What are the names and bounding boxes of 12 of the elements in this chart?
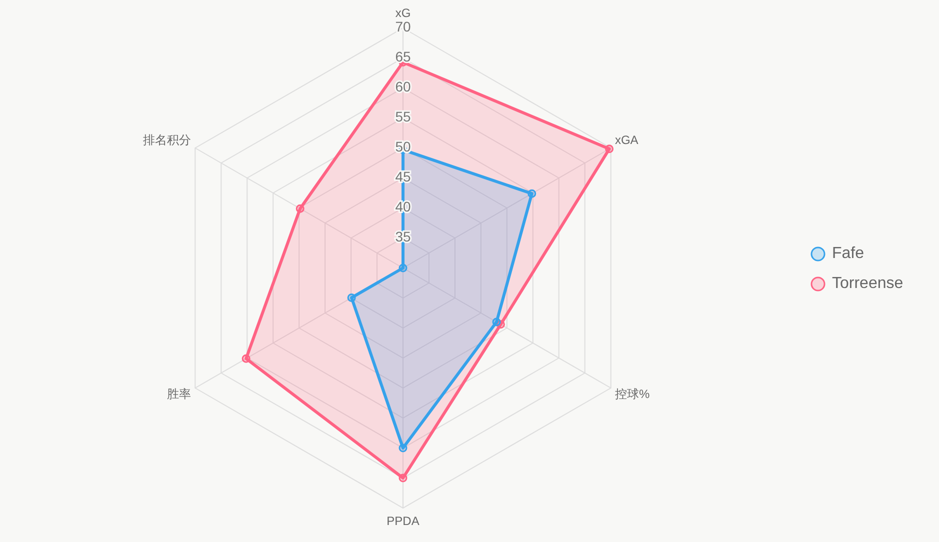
y-tick-label: 60: [395, 78, 411, 95]
spoke-label: xGA: [614, 133, 638, 148]
y-tick-label: 70: [395, 18, 411, 35]
spoke-label: 控球%: [614, 387, 650, 402]
spoke-label: PPDA: [386, 514, 420, 528]
spoke-label: xG: [395, 6, 411, 20]
spoke-label: 排名积分: [143, 133, 192, 148]
legend-label: Fafe: [832, 245, 864, 262]
legend-label: Torreense: [832, 275, 904, 292]
spoke-label: 胜率: [167, 387, 192, 402]
y-tick-label: 55: [395, 108, 411, 125]
y-tick-label: 65: [395, 48, 411, 65]
